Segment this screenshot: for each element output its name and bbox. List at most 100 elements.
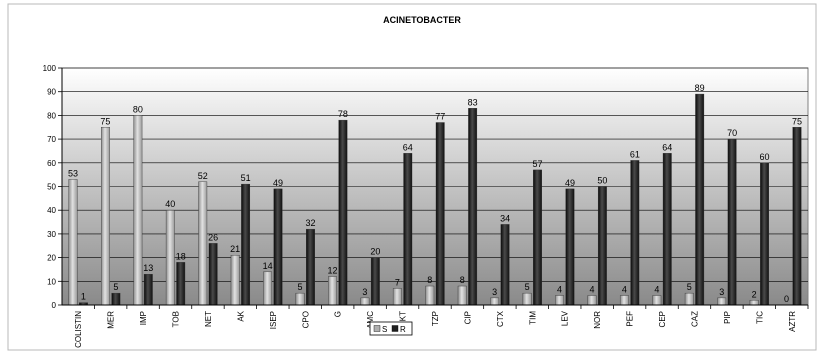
y-tick-label: 40	[47, 206, 56, 215]
data-label-s: 3	[719, 287, 724, 297]
data-label-r: 60	[760, 152, 770, 162]
bar-r-cip	[468, 108, 478, 306]
bar-s-tob	[165, 209, 175, 306]
x-tick-label: CAZ	[690, 311, 699, 327]
x-tick-label: CIP	[463, 311, 472, 324]
bar-r-imp	[143, 273, 153, 306]
x-tick-label: AMC	[366, 311, 375, 329]
data-label-s: 7	[395, 277, 400, 287]
bar-s-pef	[619, 295, 629, 306]
bar-s-kt	[392, 288, 402, 306]
y-tick-label: 100	[43, 64, 57, 73]
data-label-s: 2	[752, 289, 757, 299]
bar-r-isep	[273, 188, 283, 306]
gridlines	[62, 67, 808, 282]
bar-r-pef	[630, 160, 640, 306]
bar-r-mer	[111, 292, 121, 306]
data-label-r: 70	[727, 128, 737, 138]
x-tick-label: TIM	[528, 311, 537, 325]
bar-s-lev	[555, 295, 564, 306]
bar-s-isep	[263, 271, 273, 306]
bar-s-cep	[652, 295, 662, 306]
data-label-s: 4	[622, 285, 627, 295]
data-label-r: 32	[305, 218, 315, 228]
data-label-r: 75	[792, 116, 802, 126]
x-tick-label: AK	[236, 310, 245, 321]
bar-s-tim	[522, 292, 532, 306]
bar-r-caz	[695, 93, 705, 306]
data-label-s: 5	[687, 282, 692, 292]
bar-r-cpo	[306, 228, 315, 306]
data-label-r: 83	[468, 97, 478, 107]
x-tick-label: TIC	[755, 311, 764, 324]
data-label-r: 1	[81, 292, 86, 302]
bar-r-ak	[241, 183, 251, 306]
data-label-r: 49	[273, 178, 283, 188]
data-label-r: 77	[435, 112, 445, 122]
y-tick-label: 20	[47, 254, 56, 263]
legend-label-r: R	[400, 325, 406, 334]
legend-swatch-s	[373, 325, 381, 332]
bars	[68, 93, 802, 306]
bar-r-nor	[597, 186, 607, 306]
bar-s-cip	[457, 285, 467, 306]
data-label-s: 3	[492, 287, 497, 297]
data-label-s: 12	[327, 266, 337, 276]
data-label-s: 4	[557, 285, 562, 295]
y-tick-label: 10	[47, 277, 56, 286]
data-label-s: 53	[68, 168, 78, 178]
data-label-s: 5	[525, 282, 530, 292]
bar-s-nor	[587, 295, 597, 306]
bar-s-mer	[101, 127, 110, 306]
bar-r-ctx	[500, 224, 510, 306]
x-tick-label: TOB	[172, 311, 181, 327]
data-label-r: 26	[208, 232, 218, 242]
y-tick-label: 60	[47, 159, 56, 168]
bar-s-g	[328, 276, 337, 306]
data-label-r: 34	[500, 213, 510, 223]
x-tick-label: PIP	[723, 311, 732, 324]
x-tick-label: TZP	[431, 311, 440, 326]
data-label-s: 75	[100, 116, 110, 126]
y-tick-label: 50	[47, 183, 56, 192]
x-tick-label: KT	[399, 311, 408, 321]
data-label-r: 78	[338, 109, 348, 119]
bar-s-colistin	[68, 179, 78, 306]
y-tick-label: 30	[47, 230, 56, 239]
x-tick-label: CEP	[658, 311, 667, 327]
data-label-s: 5	[298, 282, 303, 292]
data-label-s: 8	[427, 275, 432, 285]
bar-r-cep	[662, 153, 672, 306]
legend-swatch-r	[391, 325, 399, 332]
bar-r-tic	[760, 162, 769, 306]
data-label-r: 61	[630, 149, 640, 159]
data-label-s: 8	[460, 275, 465, 285]
bar-s-caz	[684, 292, 694, 306]
x-tick-label: LEV	[561, 310, 570, 326]
data-label-s: 40	[165, 199, 175, 209]
data-label-r: 51	[241, 173, 251, 183]
legend-box	[369, 321, 413, 336]
bar-r-tim	[533, 169, 542, 306]
data-label-r: 18	[176, 251, 186, 261]
bar-s-tic	[749, 300, 759, 306]
data-label-s: 3	[362, 287, 367, 297]
bar-r-kt	[403, 153, 413, 306]
y-tick-label: 0	[52, 301, 57, 310]
bar-r-tob	[176, 262, 186, 306]
bar-s-net	[198, 181, 208, 306]
data-label-s: 4	[654, 285, 659, 295]
bar-r-g	[338, 119, 348, 306]
bar-s-ctx	[490, 297, 500, 306]
data-label-r: 20	[370, 247, 380, 257]
x-tick-label: AZTR	[788, 311, 797, 332]
x-tick-label: PEF	[626, 311, 635, 327]
x-tick-label: CTX	[496, 310, 505, 327]
bar-s-tzp	[425, 285, 435, 306]
bar-r-aztr	[792, 127, 802, 306]
y-tick-label: 80	[47, 111, 56, 120]
chart-title: ACINETOBACTER	[383, 15, 461, 25]
